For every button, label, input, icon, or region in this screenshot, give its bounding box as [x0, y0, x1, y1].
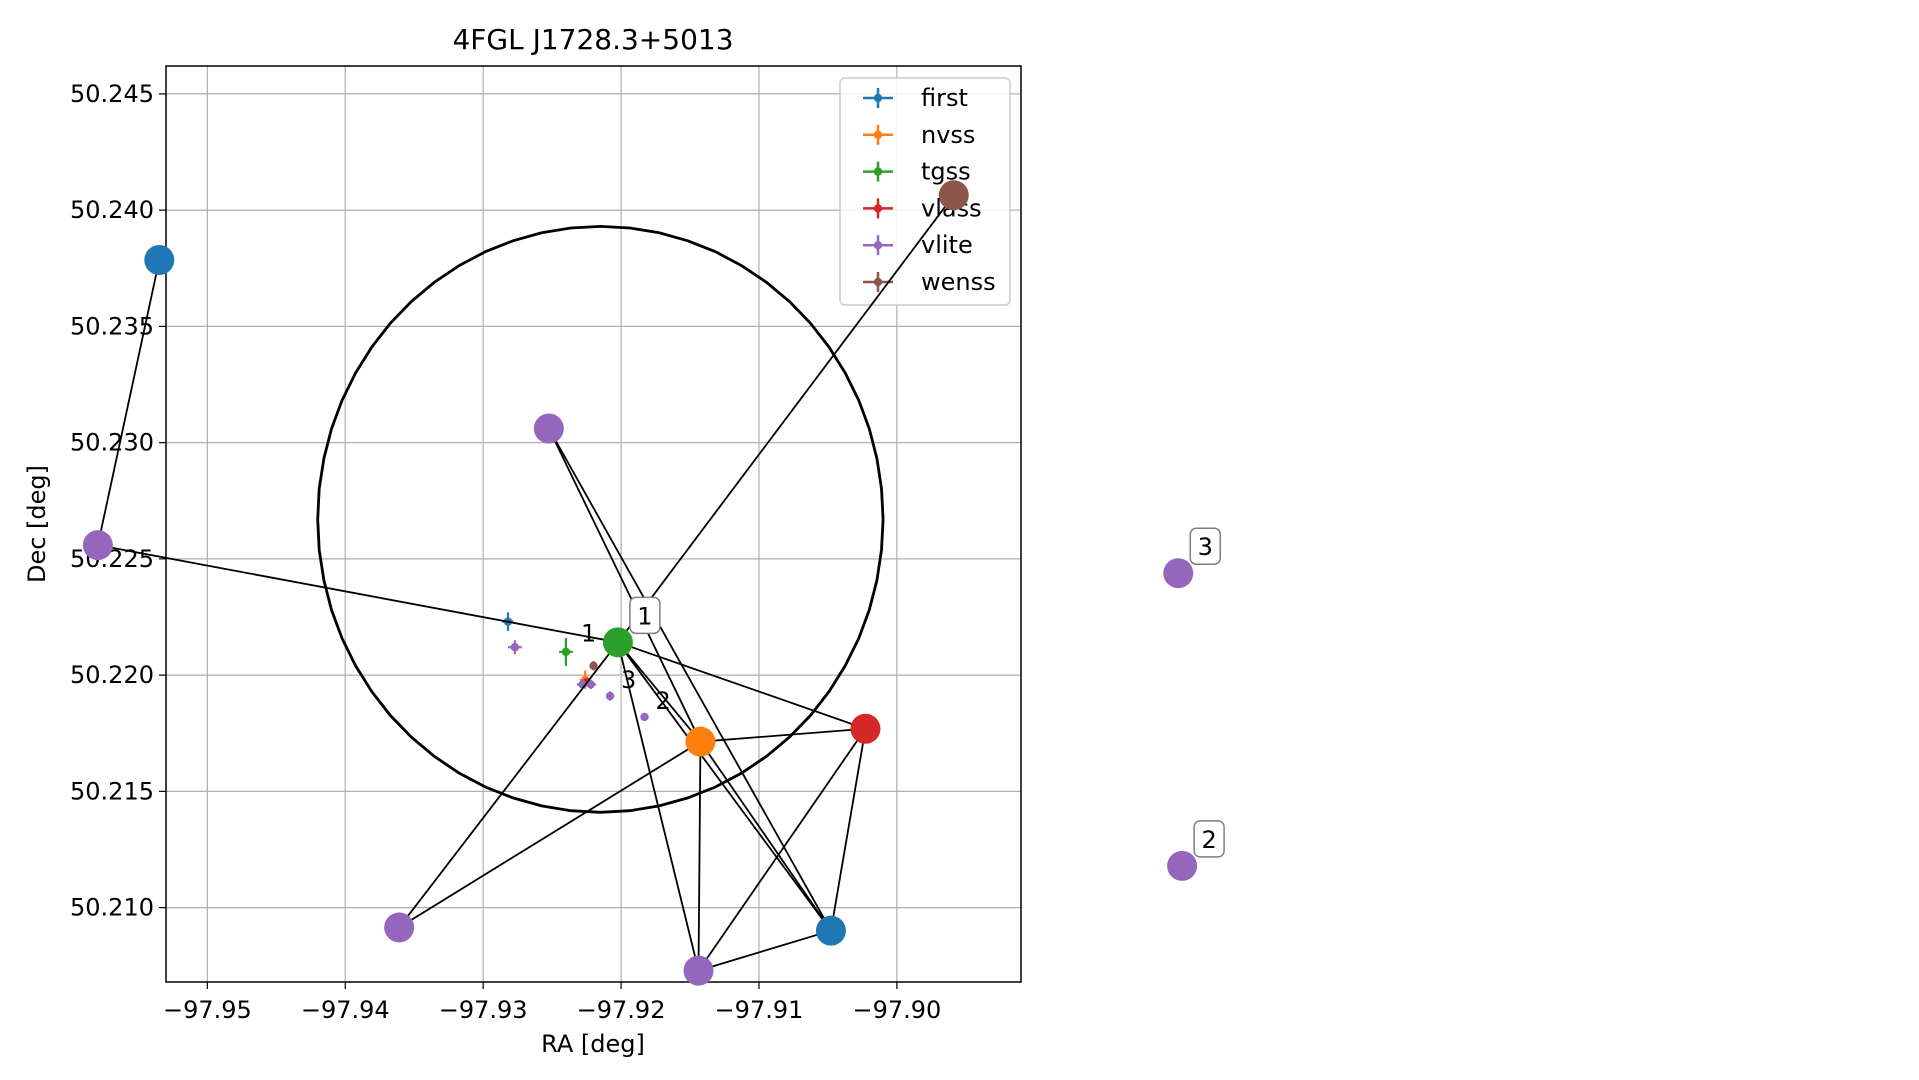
- node-label-box: [1189, 527, 1222, 565]
- legend: firstnvsstgssvlassvlitewenss: [839, 77, 1011, 306]
- network-node-label: 1: [629, 596, 661, 635]
- legend-label: tgss: [921, 158, 971, 186]
- network-edge: [697, 728, 867, 972]
- chart-title: 4FGL J1728.3+5013: [452, 23, 733, 56]
- data-point-tgss: [559, 637, 573, 666]
- legend-entry-tgss: tgss: [863, 158, 971, 186]
- node-label-text: 3: [1198, 533, 1213, 561]
- network-node-label: 3: [1189, 527, 1222, 565]
- data-marker: [586, 680, 595, 689]
- network-node-label: 2: [1193, 820, 1225, 858]
- network-edge: [96, 259, 161, 546]
- data-points: [502, 612, 649, 722]
- network-node: [384, 912, 415, 943]
- node-label-text: 2: [1201, 826, 1216, 854]
- legend-marker-dot: [873, 204, 883, 213]
- y-tick-label: 50.240: [70, 196, 154, 224]
- legend-label: wenss: [921, 268, 996, 296]
- network-edge: [398, 740, 701, 929]
- network-node: [602, 627, 633, 658]
- x-tick-label: −97.91: [715, 996, 804, 1024]
- network-node: [533, 413, 564, 444]
- data-marker: [510, 643, 520, 652]
- legend-label: vlite: [921, 231, 973, 259]
- legend-entry-vlite: vlite: [863, 231, 973, 259]
- network-node: [938, 180, 969, 211]
- legend-marker-dot: [873, 93, 883, 103]
- network-edge: [617, 641, 702, 743]
- node-label-box: [629, 596, 661, 635]
- network-edge: [699, 741, 832, 932]
- network-edge: [697, 741, 702, 971]
- node-label-box: [1193, 820, 1225, 858]
- network-edge: [398, 641, 619, 928]
- legend-marker-dot: [873, 241, 883, 250]
- x-tick-label: −97.90: [852, 996, 941, 1024]
- legend-marker-dot: [873, 130, 883, 139]
- legend-label: first: [921, 84, 968, 112]
- point-annotation: 1: [581, 620, 596, 648]
- network-edge: [700, 727, 866, 743]
- x-tick-label: −97.95: [163, 996, 252, 1024]
- node-label-text: 1: [637, 602, 652, 630]
- data-marker: [640, 712, 649, 722]
- network-node: [144, 245, 175, 275]
- y-tick-label: 50.230: [70, 429, 154, 457]
- network-edge: [97, 544, 619, 644]
- data-point-vlite: [640, 712, 649, 722]
- network-node: [685, 726, 716, 757]
- network-edge: [830, 728, 867, 931]
- y-tick-label: 50.215: [70, 777, 154, 805]
- network-labels: 1 3 2: [629, 527, 1225, 858]
- x-axis-label: RA [deg]: [541, 1030, 645, 1058]
- data-point-vlite: [585, 679, 597, 690]
- y-tick-label: 50.245: [70, 80, 154, 108]
- network-node: [815, 915, 846, 946]
- legend-marker-dot: [873, 167, 883, 176]
- x-tick-label: −97.93: [439, 996, 528, 1024]
- network-edge: [548, 428, 702, 743]
- network-node: [82, 530, 113, 561]
- x-tick-label: −97.94: [301, 996, 390, 1024]
- data-point-vlite: [508, 640, 522, 655]
- data-marker: [561, 647, 571, 657]
- legend-entry-nvss: nvss: [863, 121, 975, 149]
- network-node: [850, 713, 881, 744]
- y-tick-label: 50.220: [70, 661, 154, 689]
- y-tick-label: 50.210: [70, 894, 154, 922]
- data-marker: [605, 691, 615, 701]
- data-point-vlite: [605, 691, 615, 701]
- legend-entries: firstnvsstgssvlassvlitewenss: [863, 84, 996, 296]
- network-edge: [617, 641, 866, 730]
- network-edge: [617, 194, 955, 643]
- network-node: [1167, 850, 1198, 881]
- data-point-wenss: [589, 661, 598, 671]
- plot-frame: [165, 65, 1022, 983]
- scatter-panel: 4FGL J1728.3+5013 132 −97.95 −97.94 −97.93…: [23, 23, 1022, 1058]
- network-panel: 1 3 2: [82, 180, 1225, 986]
- network-edge: [698, 929, 832, 972]
- y-tick-label: 50.235: [70, 312, 154, 340]
- network-edge: [617, 641, 832, 932]
- y-axis-label: Dec [deg]: [23, 465, 51, 583]
- legend-entry-first: first: [863, 84, 968, 112]
- network-edge: [617, 642, 700, 971]
- legend-label: nvss: [921, 121, 975, 149]
- x-tick-label: −97.92: [577, 996, 666, 1024]
- network-edges: [96, 194, 955, 972]
- network-node: [1163, 558, 1194, 589]
- x-axis: −97.95 −97.94 −97.93 −97.92 −97.91 −97.90: [163, 982, 941, 1024]
- network-node: [683, 955, 714, 986]
- network-nodes: [82, 180, 1198, 986]
- legend-marker-dot: [873, 277, 883, 287]
- data-marker: [589, 661, 598, 671]
- y-axis: 50.21050.21550.22050.22550.23050.23550.2…: [70, 80, 166, 922]
